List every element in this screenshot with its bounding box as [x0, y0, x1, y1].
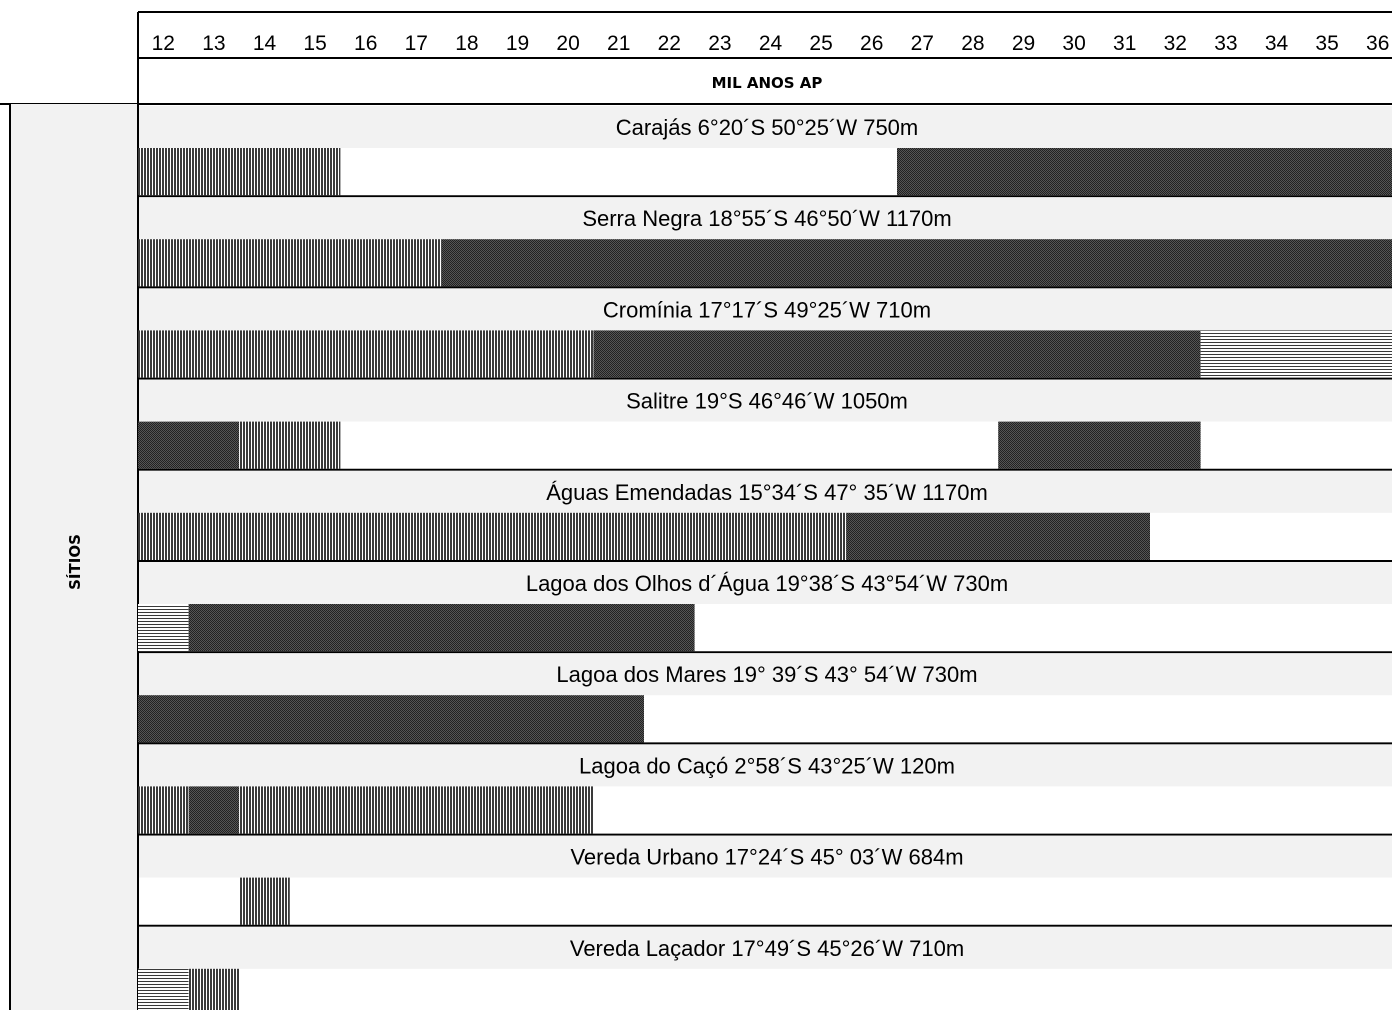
timeline-segment-stipple	[188, 786, 240, 834]
timeline-segment-vertical	[239, 786, 594, 834]
x-tick-label: 16	[354, 32, 377, 55]
site-label-band	[139, 926, 1392, 969]
x-tick-label: 15	[303, 32, 326, 55]
site-label-band	[139, 106, 1392, 148]
x-tick-label: 22	[658, 32, 681, 55]
timeline-segment-stipple	[593, 330, 1201, 378]
timeline-segment-stipple	[441, 239, 1392, 287]
x-tick-label: 14	[253, 32, 277, 55]
x-tick-label: 27	[911, 32, 934, 55]
x-tick-label: 13	[202, 32, 225, 55]
x-tick-label: 31	[1113, 32, 1136, 55]
site-label: Lagoa dos Olhos d´Água 19°38´S 43°54´W 7…	[526, 571, 1008, 596]
x-tick-label: 21	[607, 32, 630, 55]
site-label-band	[139, 379, 1392, 422]
site-label-band	[139, 744, 1392, 787]
site-rows: Carajás 6°20´S 50°25´W 750m Serra Negra 1…	[138, 106, 1392, 1010]
timeline-segment-vertical	[239, 877, 290, 925]
sidebar-panel	[10, 104, 138, 1010]
x-tick-label: 23	[708, 32, 731, 55]
site-label: Vereda Urbano 17°24´S 45° 03´W 684m	[570, 845, 963, 870]
site-label: Carajás 6°20´S 50°25´W 750m	[616, 115, 919, 140]
site-label-band	[139, 653, 1392, 696]
x-tick-label: 20	[556, 32, 579, 55]
timeline-segment-stipple	[897, 148, 1392, 196]
site-label: Águas Emendadas 15°34´S 47° 35´W 1170m	[546, 480, 988, 505]
x-tick-label: 24	[759, 32, 783, 55]
x-tick-label: 32	[1164, 32, 1187, 55]
timeline-segment-vertical	[138, 512, 847, 560]
x-tick-label: 26	[860, 32, 883, 55]
timeline-segment-vertical	[239, 421, 341, 469]
site-label-band	[139, 835, 1392, 878]
site-label-band	[139, 562, 1392, 604]
x-axis-title: MIL ANOS AP	[712, 74, 823, 92]
site-label: Lagoa dos Mares 19° 39´S 43° 54´W 730m	[556, 662, 977, 687]
x-tick-label: 17	[405, 32, 428, 55]
x-tick-label: 12	[152, 32, 175, 55]
timeline-segment-stipple	[846, 512, 1150, 560]
timeline-segment-stipple	[188, 604, 695, 652]
timeline-segment-horizontal	[138, 968, 189, 1010]
x-tick-label: 19	[506, 32, 529, 55]
site-label: Vereda Laçador 17°49´S 45°26´W 710m	[570, 936, 964, 961]
site-label: Salitre 19°S 46°46´W 1050m	[626, 389, 908, 414]
timeline-segment-vertical	[138, 786, 189, 834]
timeline-segment-vertical	[138, 330, 594, 378]
site-label-band	[139, 288, 1392, 331]
x-tick-label: 35	[1315, 32, 1338, 55]
x-tick-label: 25	[809, 32, 832, 55]
timeline-segment-horizontal	[138, 604, 189, 652]
site-label: Serra Negra 18°55´S 46°50´W 1170m	[582, 206, 951, 231]
timeline-segment-vertical	[188, 968, 240, 1010]
timeline-segment-horizontal	[1200, 330, 1392, 378]
x-axis-ticks: 12 13 14 15 16 17 18 19 20 21 22 23 24 25 26 27 28 29 30 31…	[152, 32, 1390, 55]
timeline-segment-vertical	[138, 148, 341, 196]
timeline-segment-stipple	[138, 421, 240, 469]
x-tick-label: 33	[1214, 32, 1237, 55]
tick-row-background	[138, 12, 1392, 58]
x-tick-label: 18	[455, 32, 478, 55]
x-tick-label: 28	[961, 32, 984, 55]
site-label: Lagoa do Caçó 2°58´S 43°25´W 120m	[579, 753, 955, 778]
y-axis-title: SÍTIOS	[65, 534, 84, 590]
site-label-band	[139, 470, 1392, 513]
x-tick-label: 30	[1062, 32, 1085, 55]
timeline-segment-stipple	[998, 421, 1201, 469]
site-label-band	[139, 197, 1392, 240]
timeline-segment-vertical	[138, 239, 442, 287]
timeline-segment-stipple	[138, 695, 644, 743]
x-tick-label: 36	[1366, 32, 1389, 55]
site-label: Cromínia 17°17´S 49°25´W 710m	[603, 297, 931, 322]
x-tick-label: 34	[1265, 32, 1289, 55]
x-tick-label: 29	[1012, 32, 1035, 55]
